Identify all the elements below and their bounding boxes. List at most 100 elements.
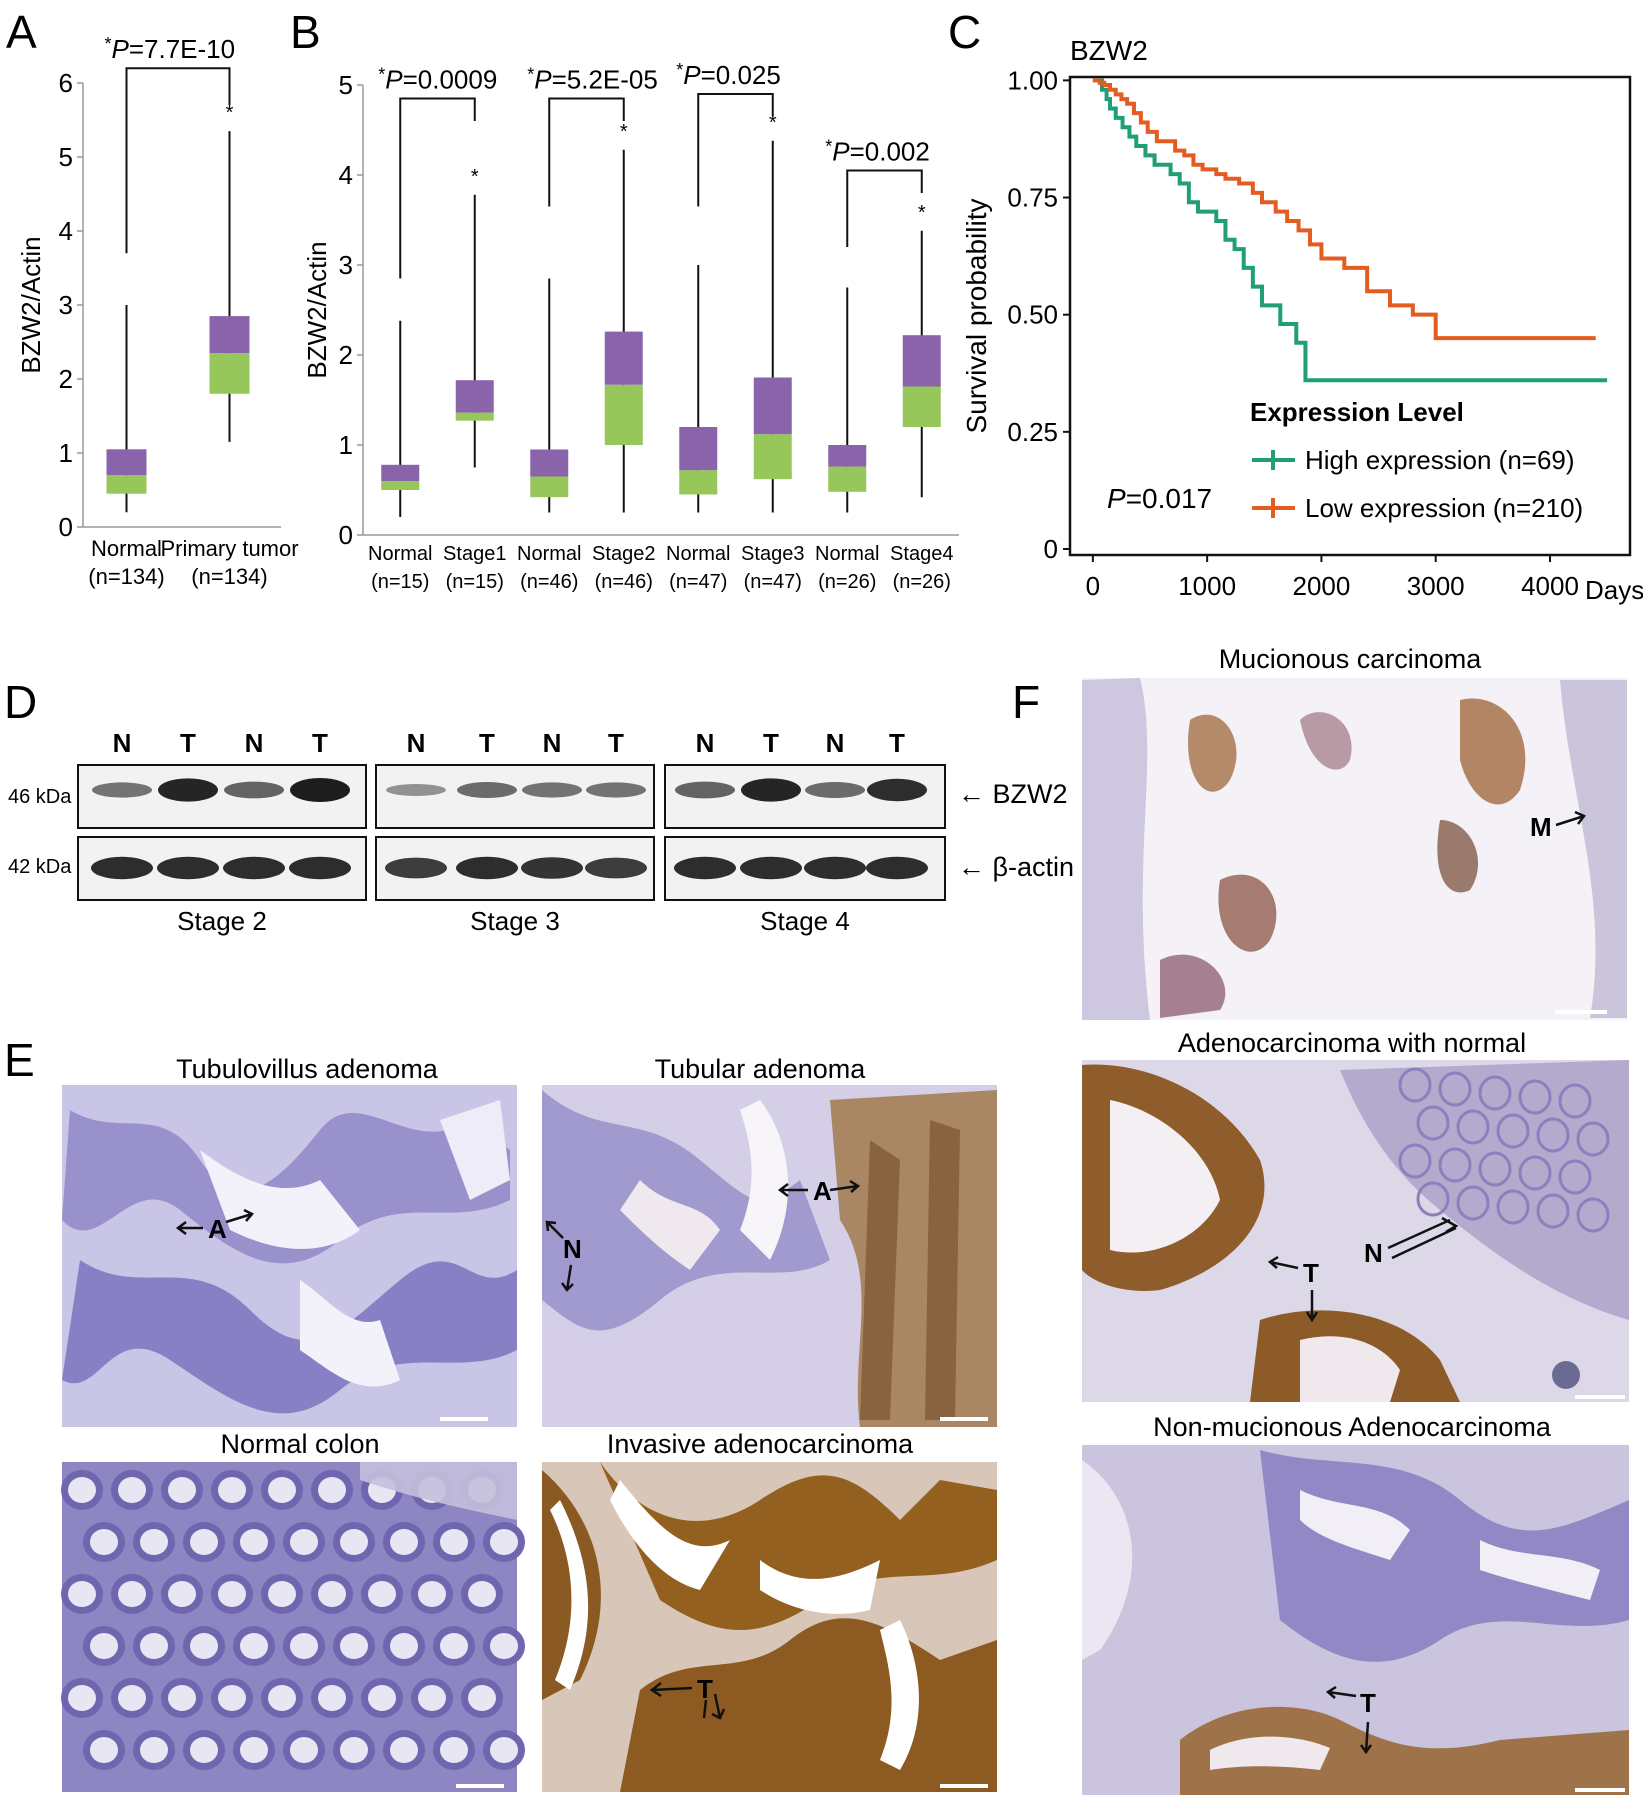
blot-stage-label: Stage 4 [760, 906, 850, 936]
b-box-lower [530, 476, 569, 498]
ihc-image-invasive: T [542, 1462, 997, 1792]
b-ytick-label: 4 [339, 160, 353, 190]
crypt-lumen [390, 1633, 418, 1659]
b-box-lower [455, 412, 494, 421]
b-box-lower [604, 384, 643, 445]
blot-band-actin [456, 856, 518, 880]
b-box-upper [530, 449, 569, 477]
crypt-lumen [368, 1685, 396, 1711]
blot-lane-label: T [479, 728, 495, 758]
b-category-count: (n=26) [818, 571, 876, 593]
crypt-lumen [418, 1685, 446, 1711]
crypt-lumen [168, 1477, 196, 1503]
panel-a-boxplot: 0 1 2 3 4 5 6 BZW2/Actin Normal (n=134) Primary tu… [16, 34, 299, 589]
normal-crypt [1398, 1143, 1432, 1179]
b-ytick-label: 1 [339, 430, 353, 460]
crypt-lumen [468, 1581, 496, 1607]
blot-stage-label: Stage 2 [177, 906, 267, 936]
crypt-lumen [190, 1633, 218, 1659]
km-series-line-low [1092, 78, 1596, 341]
crypt-lumen [140, 1529, 168, 1555]
normal-crypt [1496, 1189, 1530, 1225]
blot-lane-label: T [608, 728, 624, 758]
colon-crypt-pattern [61, 1470, 525, 1770]
km-y-axis-title: Survival probability [961, 199, 992, 434]
normal-crypt [1518, 1155, 1552, 1191]
b-box-star: * [471, 166, 479, 188]
panel-letter-b: B [290, 6, 321, 58]
blot-band-bzw2 [290, 778, 350, 802]
blot-lane-label: T [312, 728, 328, 758]
a-box-lower [106, 475, 147, 494]
blot-lane-label: N [245, 728, 264, 758]
b-category-count: (n=46) [520, 571, 578, 593]
km-xtick-label: 3000 [1407, 571, 1465, 601]
crypt-lumen [140, 1633, 168, 1659]
blot-lane-label: N [826, 728, 845, 758]
b-category-count: (n=47) [744, 571, 802, 593]
b-box-upper [604, 331, 643, 385]
b-category-label: Normal [815, 543, 879, 565]
crypt-lumen [168, 1581, 196, 1607]
ihc-title-mucionous: Mucionous carcinoma [1219, 644, 1483, 674]
a-box-lower [209, 353, 250, 394]
ihc-title-tubular: Tubular adenoma [655, 1054, 867, 1084]
b-box-upper [828, 445, 867, 467]
panel-letter-d: D [4, 676, 37, 728]
b-box-upper [381, 464, 420, 481]
km-xtick-label: 0 [1086, 571, 1100, 601]
crypt-lumen [218, 1477, 246, 1503]
km-x-unit: Days [1585, 575, 1643, 605]
crypt-lumen [318, 1581, 346, 1607]
ihc-title-nonmucionous: Non-mucionous Adenocarcinoma [1153, 1412, 1552, 1442]
blot-lane-label: N [407, 728, 426, 758]
crypt-lumen [368, 1581, 396, 1607]
ihc-title-invasive: Invasive adenocarcinoma [607, 1429, 914, 1459]
crypt-lumen [68, 1581, 96, 1607]
crypt-lumen [468, 1685, 496, 1711]
b-box-lower [828, 466, 867, 492]
blot-band-bzw2 [675, 781, 735, 799]
blot-band-bzw2 [741, 778, 801, 802]
b-ytick-label: 5 [339, 70, 353, 100]
blot-band-bzw2 [224, 781, 284, 799]
b-box-upper [679, 427, 718, 471]
crypt-lumen [268, 1477, 296, 1503]
normal-crypt [1416, 1181, 1450, 1217]
crypt-lumen [118, 1581, 146, 1607]
a-ytick-label: 3 [59, 290, 73, 320]
a-category-count: (n=134) [191, 564, 267, 589]
panel-letter-e: E [4, 1034, 35, 1086]
blot-band-bzw2 [805, 782, 865, 798]
normal-crypt [1558, 1159, 1592, 1195]
blot-lane-label: T [889, 728, 905, 758]
crypt-lumen [390, 1737, 418, 1763]
b-category-count: (n=47) [669, 571, 727, 593]
panel-letter-f: F [1012, 676, 1040, 728]
crypt-lumen [440, 1633, 468, 1659]
blot-band-bzw2 [386, 784, 446, 796]
blot-band-bzw2 [867, 778, 927, 802]
ihc-title-normal-colon: Normal colon [220, 1429, 379, 1459]
blot-lane-label: N [696, 728, 715, 758]
km-xtick-label: 2000 [1293, 571, 1351, 601]
a-significance-bracket [125, 67, 231, 254]
crypt-lumen [240, 1633, 268, 1659]
b-box-lower [381, 481, 420, 490]
b-box-star: * [918, 202, 926, 224]
crypt-lumen [218, 1581, 246, 1607]
panel-d-western-blot: 46 kDa 42 kDa ← BZW2 ← β-actin Stage 2 N T N T St… [8, 728, 1074, 936]
crypt-lumen [290, 1633, 318, 1659]
km-xtick-label: 4000 [1521, 571, 1579, 601]
blot-label-actin: ← β-actin [958, 852, 1074, 882]
km-plot-frame [1068, 75, 1632, 557]
km-ytick-label: 0.75 [1007, 183, 1058, 213]
km-series-line-high [1092, 78, 1608, 383]
blot-band-actin [740, 856, 802, 880]
normal-crypt [1456, 1109, 1490, 1145]
km-ytick-label: 0.50 [1007, 300, 1058, 330]
normal-crypt [1518, 1079, 1552, 1115]
b-p-value-label: *P=0.002 [825, 137, 930, 167]
normal-crypt-pattern [1398, 1067, 1610, 1233]
